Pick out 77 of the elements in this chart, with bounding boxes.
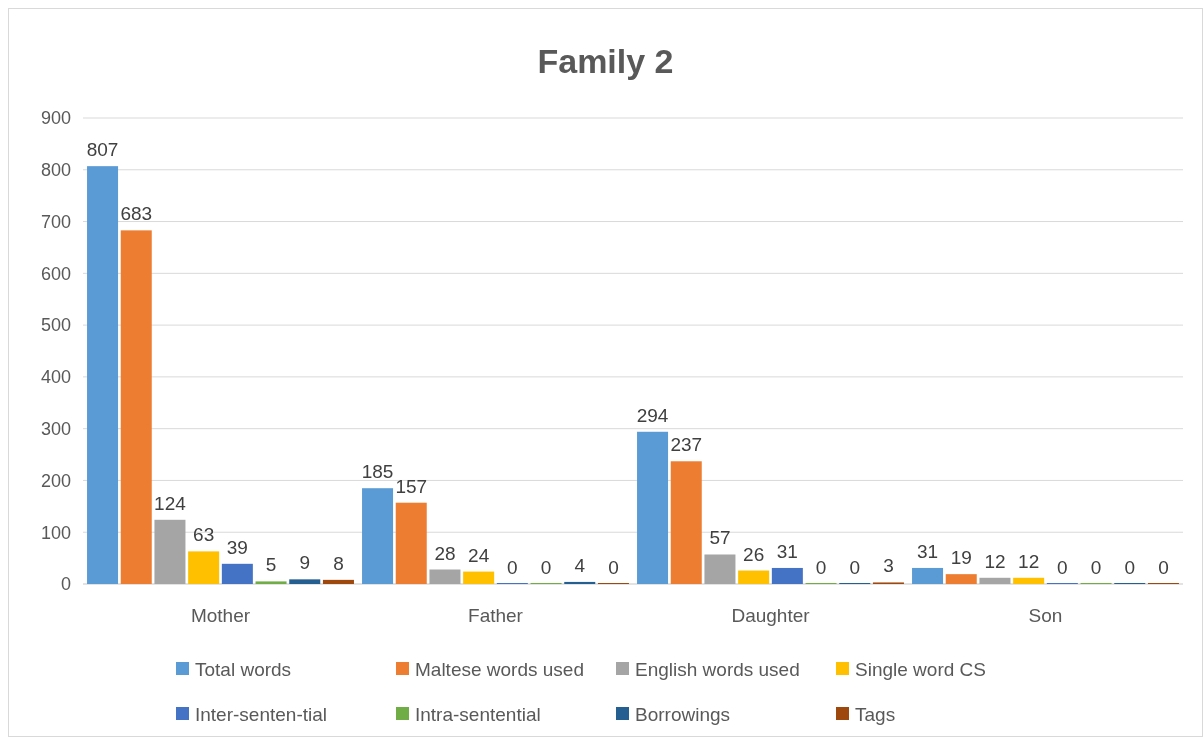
data-label: 24 <box>468 544 490 566</box>
legend-label: Inter-senten-tial <box>195 703 328 725</box>
legend-label: Total words <box>195 658 292 680</box>
data-label: 0 <box>1124 557 1136 578</box>
bar <box>120 230 152 584</box>
bar <box>637 431 669 584</box>
data-label: 39 <box>226 536 248 558</box>
y-tick-label: 0 <box>60 574 71 595</box>
x-tick-label: Daughter <box>731 605 811 626</box>
bar <box>188 551 220 584</box>
bar <box>154 519 186 584</box>
bar <box>221 563 253 584</box>
data-label: 12 <box>984 550 1006 572</box>
data-label: 31 <box>776 540 798 562</box>
data-label: 31 <box>916 540 939 562</box>
bar <box>564 581 596 584</box>
data-label: 0 <box>1158 557 1169 578</box>
y-tick-label: 100 <box>40 522 71 543</box>
data-label: 9 <box>299 552 311 574</box>
data-label: 5 <box>265 554 277 576</box>
bar <box>362 488 394 584</box>
x-tick-label: Mother <box>190 605 251 626</box>
bar <box>255 581 287 584</box>
bar <box>395 502 427 584</box>
data-label: 19 <box>950 547 972 569</box>
y-tick-label: 300 <box>40 418 71 439</box>
legend-label: Maltese words used <box>415 658 584 680</box>
data-label: 8 <box>333 552 344 574</box>
bar <box>738 570 770 584</box>
y-tick-label: 900 <box>40 108 71 129</box>
data-label: 12 <box>1018 550 1040 572</box>
x-tick-label: Son <box>1028 605 1063 626</box>
bar <box>289 579 321 584</box>
data-label: 0 <box>507 557 518 578</box>
legend-label: English words used <box>635 658 800 680</box>
legend-label: Intra-sentential <box>415 703 541 725</box>
data-label: 185 <box>361 461 394 483</box>
bar <box>670 461 702 584</box>
x-tick-label: Father <box>468 605 524 626</box>
y-tick-label: 800 <box>40 160 71 181</box>
legend-label: Borrowings <box>635 703 731 725</box>
data-label: 0 <box>815 557 827 578</box>
bar <box>429 569 461 584</box>
bar <box>463 571 495 584</box>
data-label: 0 <box>849 557 861 578</box>
data-label: 157 <box>395 475 428 497</box>
data-label: 26 <box>743 543 765 565</box>
bar <box>87 166 119 584</box>
data-label: 0 <box>540 557 552 578</box>
data-label: 237 <box>670 434 703 456</box>
data-label: 0 <box>1057 557 1068 578</box>
bar <box>912 567 944 584</box>
data-label: 4 <box>574 554 586 576</box>
data-label: 57 <box>709 527 731 549</box>
legend-label: Tags <box>855 703 896 725</box>
y-tick-label: 400 <box>40 367 71 388</box>
y-tick-label: 700 <box>40 211 71 232</box>
bar <box>771 567 803 584</box>
data-label: 3 <box>883 555 894 577</box>
bar <box>322 579 354 584</box>
data-label: 28 <box>434 542 456 564</box>
y-tick-label: 600 <box>40 263 71 284</box>
data-label: 63 <box>193 524 215 546</box>
chart-title: Family 2 <box>537 42 674 80</box>
legend-label: Single word CS <box>855 658 986 680</box>
data-label: 294 <box>636 404 669 426</box>
bar <box>945 574 977 584</box>
y-tick-label: 500 <box>40 315 71 336</box>
bar <box>979 577 1011 584</box>
bar <box>704 554 736 584</box>
data-label: 807 <box>86 139 119 161</box>
data-label: 124 <box>154 492 187 514</box>
data-label: 683 <box>120 203 153 225</box>
data-label: 0 <box>1090 557 1102 578</box>
bar <box>1013 577 1045 584</box>
y-tick-label: 200 <box>40 470 71 491</box>
data-label: 0 <box>608 557 619 578</box>
